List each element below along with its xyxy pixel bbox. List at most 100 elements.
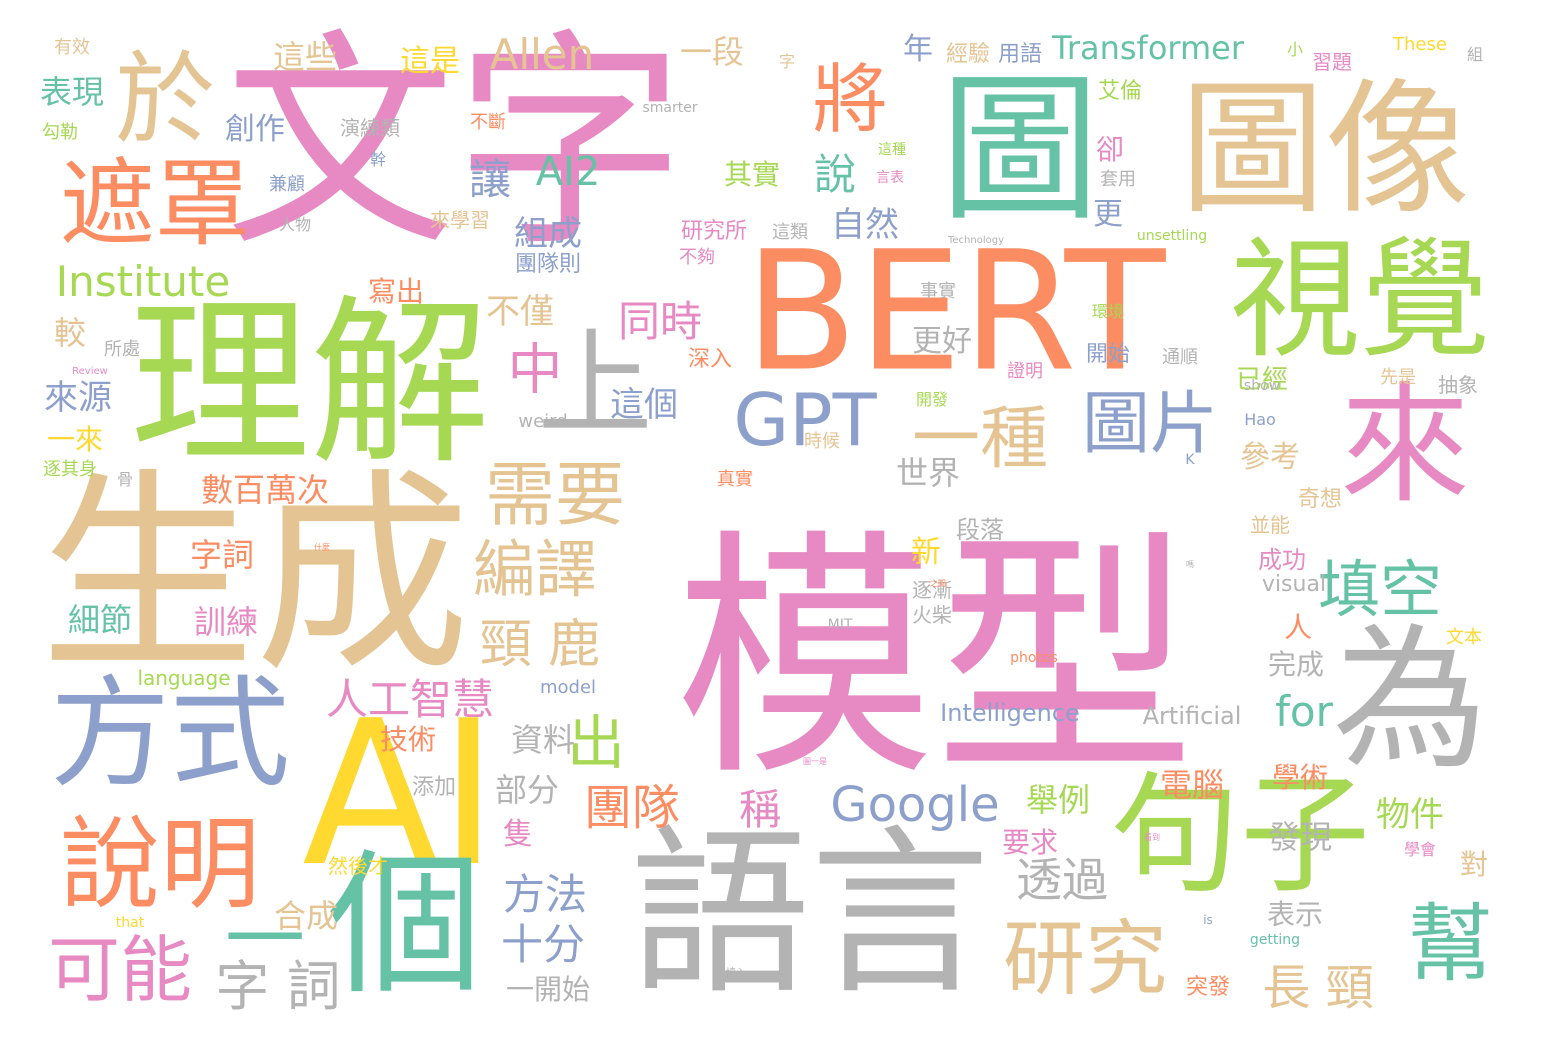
word: 開始 (1085, 342, 1131, 367)
word: 電腦 (1159, 766, 1225, 804)
word: Institute (55, 257, 231, 306)
word: 出 (566, 709, 626, 777)
word: 填入 (726, 968, 746, 979)
word: 來學習 (430, 208, 490, 232)
word: GPT (733, 378, 877, 462)
word: visual (1261, 572, 1327, 597)
word: photos (1010, 650, 1058, 666)
word: 對 (1459, 848, 1489, 881)
word: 真實 (717, 469, 753, 490)
word: 用語 (997, 42, 1043, 67)
word: is (1203, 913, 1213, 927)
word: 看到 (1144, 833, 1160, 842)
word: Technology (947, 235, 1005, 246)
word: 自然 (831, 205, 899, 245)
word: 稱 (738, 785, 782, 834)
word: 隻 (503, 817, 533, 852)
word: 證明 (1007, 361, 1043, 382)
word: 編譯 (472, 533, 598, 606)
word: 幹 (369, 150, 387, 169)
word: 較 (53, 314, 87, 352)
word: 表現 (39, 73, 105, 111)
word: 更好 (912, 324, 972, 359)
word: 要求 (1001, 826, 1059, 859)
word: that (115, 915, 145, 931)
word: 言表 (876, 170, 904, 186)
word: 通順 (1162, 347, 1198, 368)
word: 之間 (930, 579, 946, 588)
word: 年 (903, 32, 933, 67)
word: 人物 (278, 215, 312, 234)
word: 一開始 (505, 973, 591, 1006)
word: 不斷 (470, 112, 506, 133)
word: 勾勒 (42, 122, 78, 143)
word: 一種 (911, 400, 1049, 479)
word: 圖像 (1180, 65, 1470, 235)
word: 然後才 (328, 854, 388, 878)
word: 這些 (272, 38, 338, 76)
word: 有效 (54, 37, 90, 58)
word: 火柴 (912, 603, 952, 627)
word: 事實 (920, 281, 956, 302)
word: smarter (642, 100, 698, 116)
word: 參考 (1240, 440, 1300, 475)
word: 成功 (1258, 546, 1306, 574)
word: 更 (1093, 197, 1123, 232)
word: 經驗 (945, 42, 991, 67)
word: 幫 (1407, 895, 1493, 995)
word: language (137, 666, 231, 690)
word: 圖一是 (803, 757, 827, 766)
word: 其實 (723, 158, 781, 191)
word: 環境 (1091, 302, 1125, 321)
word: 不僅 (486, 292, 554, 332)
word: 需要 (485, 454, 625, 536)
word: 說明 (60, 806, 260, 923)
word: 舉例 (1025, 781, 1091, 819)
word: 組成 (514, 214, 582, 254)
word: 字詞 (189, 536, 255, 574)
word: 新 (911, 535, 941, 570)
word: 這類 (772, 222, 808, 243)
word: 上 (537, 317, 653, 452)
word: 填空 (1317, 553, 1443, 626)
word: Hao (1244, 410, 1276, 429)
word: 同時 (617, 297, 703, 346)
word: 團隊 (583, 780, 681, 836)
word: 寫出 (367, 275, 425, 308)
word: 這是 (400, 44, 460, 79)
word: 讓 (468, 155, 512, 204)
word: 文本 (1446, 627, 1482, 648)
word: 組 (1466, 45, 1484, 64)
word: 卻 (1095, 133, 1125, 166)
word: 技術 (379, 723, 437, 756)
word: 方法 (502, 870, 588, 919)
word: 來源 (44, 378, 112, 418)
word: AI (302, 678, 498, 911)
word: 添加 (411, 775, 457, 800)
word: 習題 (1312, 50, 1352, 74)
word: 為 (1332, 609, 1488, 791)
word: 開發 (915, 390, 949, 409)
word: 深入 (687, 347, 733, 372)
word: 物件 (1376, 795, 1444, 835)
word: 逐漸 (912, 578, 952, 602)
word: 逐其身 (43, 459, 97, 480)
word: 學術 (1271, 761, 1329, 794)
word: 合成 (273, 897, 339, 935)
word: 生成 (40, 449, 470, 701)
word: 數百萬次 (200, 471, 330, 509)
word: 資料 (510, 721, 576, 759)
word: 部分 (494, 771, 560, 809)
word: 理解 (129, 280, 491, 489)
word: 並能 (1250, 513, 1290, 537)
word: 先是 (1380, 367, 1416, 388)
word: 奇想 (1297, 487, 1343, 512)
word: 艾倫 (1097, 79, 1143, 104)
word: 長 頸 (1262, 960, 1374, 1016)
word: 圖片 (1081, 385, 1219, 464)
word: Allen (489, 30, 595, 79)
word: 什麼 (314, 543, 330, 552)
word: 遮罩 (59, 149, 251, 260)
word: 可能 (47, 928, 193, 1012)
